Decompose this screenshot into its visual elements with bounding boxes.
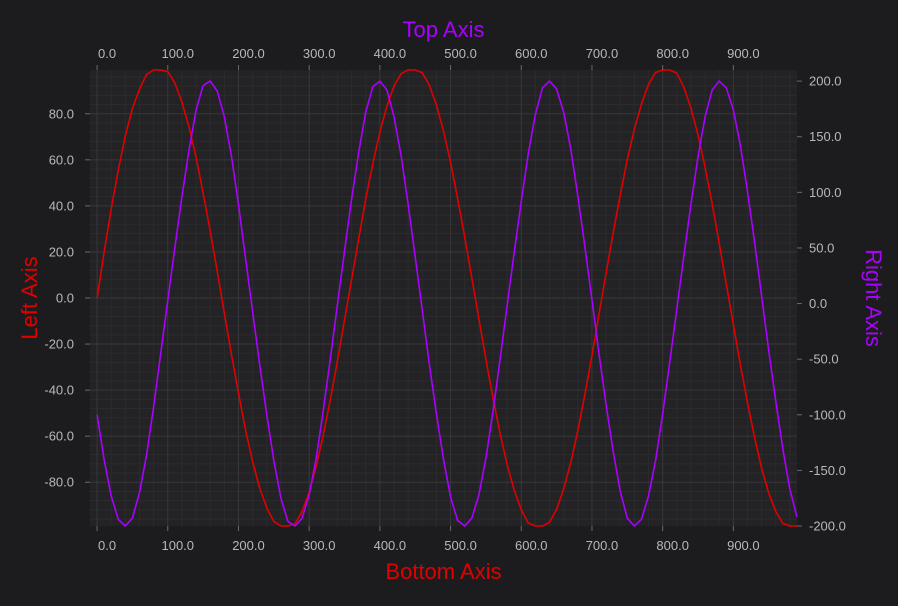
right-tick-label: 150.0 <box>809 129 842 144</box>
top-tick-label: 100.0 <box>161 46 194 61</box>
bottom-tick-label: 300.0 <box>303 538 336 553</box>
top-tick-label: 800.0 <box>656 46 689 61</box>
bottom-tick-label: 200.0 <box>232 538 265 553</box>
left-tick-label: 0.0 <box>56 291 74 306</box>
top-tick-label: 700.0 <box>586 46 619 61</box>
bottom-tick-label: 900.0 <box>727 538 760 553</box>
left-tick-label: 20.0 <box>49 244 74 259</box>
right-tick-label: -200.0 <box>809 519 846 534</box>
top-tick-label: 0.0 <box>98 46 116 61</box>
right-tick-label: 200.0 <box>809 74 842 89</box>
series-line-right-axis <box>96 80 798 527</box>
left-tick-label: 40.0 <box>49 198 74 213</box>
left-axis-title: Left Axis <box>17 256 42 339</box>
left-tick-label: 80.0 <box>49 106 74 121</box>
bottom-axis-title: Bottom Axis <box>385 559 501 584</box>
right-tick-label: -100.0 <box>809 407 846 422</box>
top-tick-label: 200.0 <box>232 46 265 61</box>
bottom-tick-label: 500.0 <box>444 538 477 553</box>
bottom-tick-label: 400.0 <box>374 538 407 553</box>
bottom-tick-label: 800.0 <box>656 538 689 553</box>
left-tick-label: -20.0 <box>44 337 74 352</box>
right-tick-label: 50.0 <box>809 240 834 255</box>
bottom-tick-label: 100.0 <box>161 538 194 553</box>
top-tick-label: 300.0 <box>303 46 336 61</box>
top-tick-label: 400.0 <box>374 46 407 61</box>
bottom-tick-label: 600.0 <box>515 538 548 553</box>
top-axis-title: Top Axis <box>403 17 485 42</box>
right-axis-title: Right Axis <box>861 249 886 347</box>
tick-labels: 0.0 100.0 200.0 300.0 400.0 500.0 600.0 700.0 80… <box>44 46 846 553</box>
right-tick-label: -50.0 <box>809 352 839 367</box>
bottom-tick-label: 0.0 <box>98 538 116 553</box>
top-tick-label: 900.0 <box>727 46 760 61</box>
left-tick-label: -40.0 <box>44 383 74 398</box>
right-tick-label: 0.0 <box>809 296 827 311</box>
top-tick-label: 600.0 <box>515 46 548 61</box>
left-tick-label: -60.0 <box>44 429 74 444</box>
left-tick-label: -80.0 <box>44 475 74 490</box>
series-layer <box>96 69 798 527</box>
right-tick-label: -150.0 <box>809 463 846 478</box>
bottom-tick-label: 700.0 <box>586 538 619 553</box>
left-tick-label: 60.0 <box>49 152 74 167</box>
right-tick-label: 100.0 <box>809 185 842 200</box>
series-line-left-axis <box>96 69 797 527</box>
top-tick-label: 500.0 <box>444 46 477 61</box>
